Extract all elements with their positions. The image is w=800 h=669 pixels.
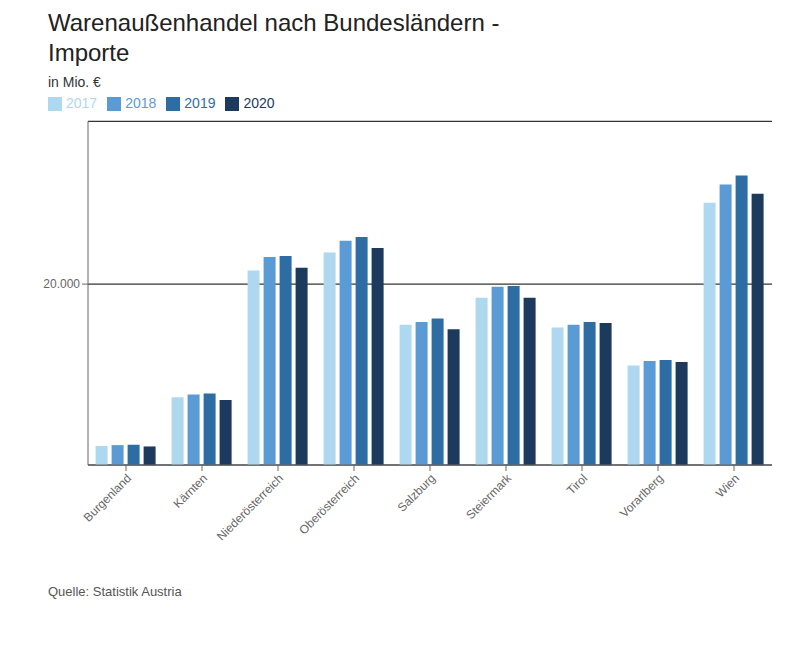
html-text:Warenaußenhandel nach Bundeslä: Warenaußenhandel nach Bundesländern - Im… (48, 9, 500, 66)
html-text:2018: 2018 (125, 95, 157, 111)
html-text:in Mio. €: in Mio. € (48, 74, 101, 90)
html-text:2017: 2017 (66, 95, 98, 111)
svg-text:Kärnten: Kärnten (171, 471, 211, 511)
svg-text:Vorarlberg: Vorarlberg (617, 471, 666, 520)
svg-text:Tirol: Tirol (564, 471, 590, 497)
svg-text:Niederösterreich: Niederösterreich (214, 471, 286, 543)
svg-text:Steiermark: Steiermark (463, 471, 515, 523)
svg-text:Oberösterreich: Oberösterreich (296, 471, 362, 537)
svg-text:Wien: Wien (713, 471, 742, 500)
svg-text:Salzburg: Salzburg (395, 471, 438, 514)
svg-text:Burgenland: Burgenland (81, 471, 134, 524)
html-text:2019: 2019 (184, 95, 216, 111)
html-text:Quelle: Statistik Austria: Quelle: Statistik Austria (48, 584, 182, 599)
svg-text:20.000: 20.000 (43, 277, 80, 291)
html-text:2020: 2020 (243, 95, 275, 111)
